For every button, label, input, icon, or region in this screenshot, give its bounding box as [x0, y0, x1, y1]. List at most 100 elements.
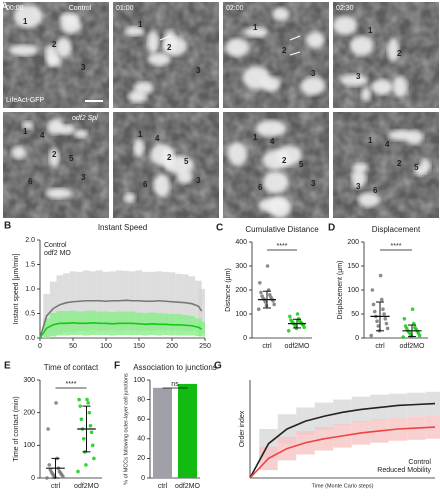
- legend-entry: Control: [408, 459, 431, 466]
- point: [379, 297, 384, 302]
- cell-marker: 1: [23, 17, 28, 26]
- cell-marker: 4: [40, 131, 45, 140]
- cell: [272, 7, 289, 21]
- cell-marker: 3: [311, 69, 316, 78]
- panel-label: C: [216, 223, 223, 234]
- cell-marker: 2: [52, 40, 57, 49]
- point: [89, 430, 94, 435]
- cell: [351, 168, 367, 189]
- cell: [387, 129, 412, 141]
- chart-title: Cumulative Distance: [245, 225, 319, 234]
- point: [81, 437, 86, 441]
- y-tick-label: 0: [31, 475, 35, 482]
- point: [401, 335, 406, 339]
- cell-marker: 1: [368, 136, 373, 145]
- cell: [55, 37, 72, 58]
- cell: [360, 87, 372, 102]
- bar: [153, 387, 172, 478]
- arrow: [159, 35, 171, 41]
- cell-marker: 5: [184, 157, 189, 166]
- point: [411, 321, 416, 326]
- point: [384, 321, 389, 326]
- y-tick-label: 400: [235, 239, 247, 246]
- legend-entry: Control: [44, 242, 67, 249]
- cell: [300, 76, 326, 96]
- y-tick-label: 50: [351, 311, 359, 318]
- point: [372, 309, 377, 314]
- cell-marker: 6: [28, 177, 33, 186]
- cell-marker: 2: [52, 150, 57, 159]
- cell: [225, 38, 249, 57]
- point: [378, 273, 383, 278]
- cell: [133, 82, 154, 94]
- x-tick-label: ctrl: [375, 343, 385, 350]
- arrow: [289, 35, 301, 41]
- time-label: 00:00: [6, 5, 24, 12]
- y-tick-label: 300: [23, 377, 35, 384]
- condition-label: odf2 Spl: [72, 115, 98, 122]
- bar: [178, 383, 197, 478]
- cell: [45, 44, 57, 67]
- point: [375, 319, 379, 324]
- cell-marker: 3: [81, 63, 86, 72]
- y-tick-label: 1.5: [25, 261, 35, 268]
- y-tick-label: 200: [347, 239, 359, 246]
- panel-label: A: [1, 2, 8, 13]
- y-tick-label: 300: [235, 263, 247, 270]
- cell: [125, 26, 145, 36]
- cell-marker: 3: [356, 182, 361, 191]
- cell-marker: 1: [253, 133, 258, 142]
- point: [85, 397, 89, 402]
- cell: [123, 193, 136, 203]
- cell: [60, 17, 82, 34]
- chart-title: Time of contact: [44, 363, 99, 372]
- cell-marker: 3: [196, 66, 201, 75]
- point: [57, 469, 62, 474]
- y-tick-label: 100: [235, 311, 247, 318]
- y-tick-label: 0.5: [25, 310, 35, 317]
- y-tick-label: 60: [137, 416, 145, 423]
- cell-marker: 2: [282, 156, 287, 165]
- time-label: 01:00: [116, 5, 134, 12]
- x-tick-label: odf2MO: [285, 343, 310, 350]
- panel-label: B: [4, 221, 11, 232]
- point: [402, 317, 407, 321]
- cell: [227, 141, 248, 166]
- cell: [262, 171, 289, 194]
- point: [54, 401, 58, 405]
- point: [84, 463, 88, 467]
- point: [370, 288, 375, 292]
- x-tick-label: 100: [100, 343, 112, 350]
- point: [48, 468, 53, 472]
- y-tick-label: 0: [243, 335, 247, 342]
- y-axis-label: Order index: [239, 410, 246, 447]
- x-tick-label: ctrl: [262, 343, 272, 350]
- cell: [8, 44, 38, 56]
- point: [87, 410, 92, 415]
- y-tick-label: 100: [133, 377, 145, 384]
- arrow: [289, 51, 301, 56]
- point: [382, 312, 386, 316]
- point: [86, 401, 91, 405]
- y-tick-label: 0: [141, 475, 145, 482]
- x-tick-label: ctrl: [51, 483, 61, 490]
- cell-marker: 1: [138, 130, 143, 139]
- cell-marker: 2: [282, 46, 287, 55]
- y-axis-label: Time of contact (min): [13, 396, 20, 461]
- cell-marker: 3: [356, 72, 361, 81]
- cell: [165, 155, 194, 175]
- significance: ns: [171, 381, 179, 388]
- y-tick-label: 0: [355, 335, 359, 342]
- point: [413, 325, 417, 330]
- point: [78, 404, 83, 408]
- time-label: 02:00: [226, 5, 244, 12]
- cell-marker: 6: [373, 186, 378, 195]
- cell: [262, 150, 291, 170]
- point: [88, 423, 93, 428]
- point: [47, 463, 52, 467]
- cell-marker: 4: [270, 137, 275, 146]
- cell-marker: 4: [155, 134, 160, 143]
- x-axis-label: Time (Monte Carlo steps): [312, 483, 374, 489]
- cell: [333, 15, 358, 35]
- cell: [45, 188, 73, 199]
